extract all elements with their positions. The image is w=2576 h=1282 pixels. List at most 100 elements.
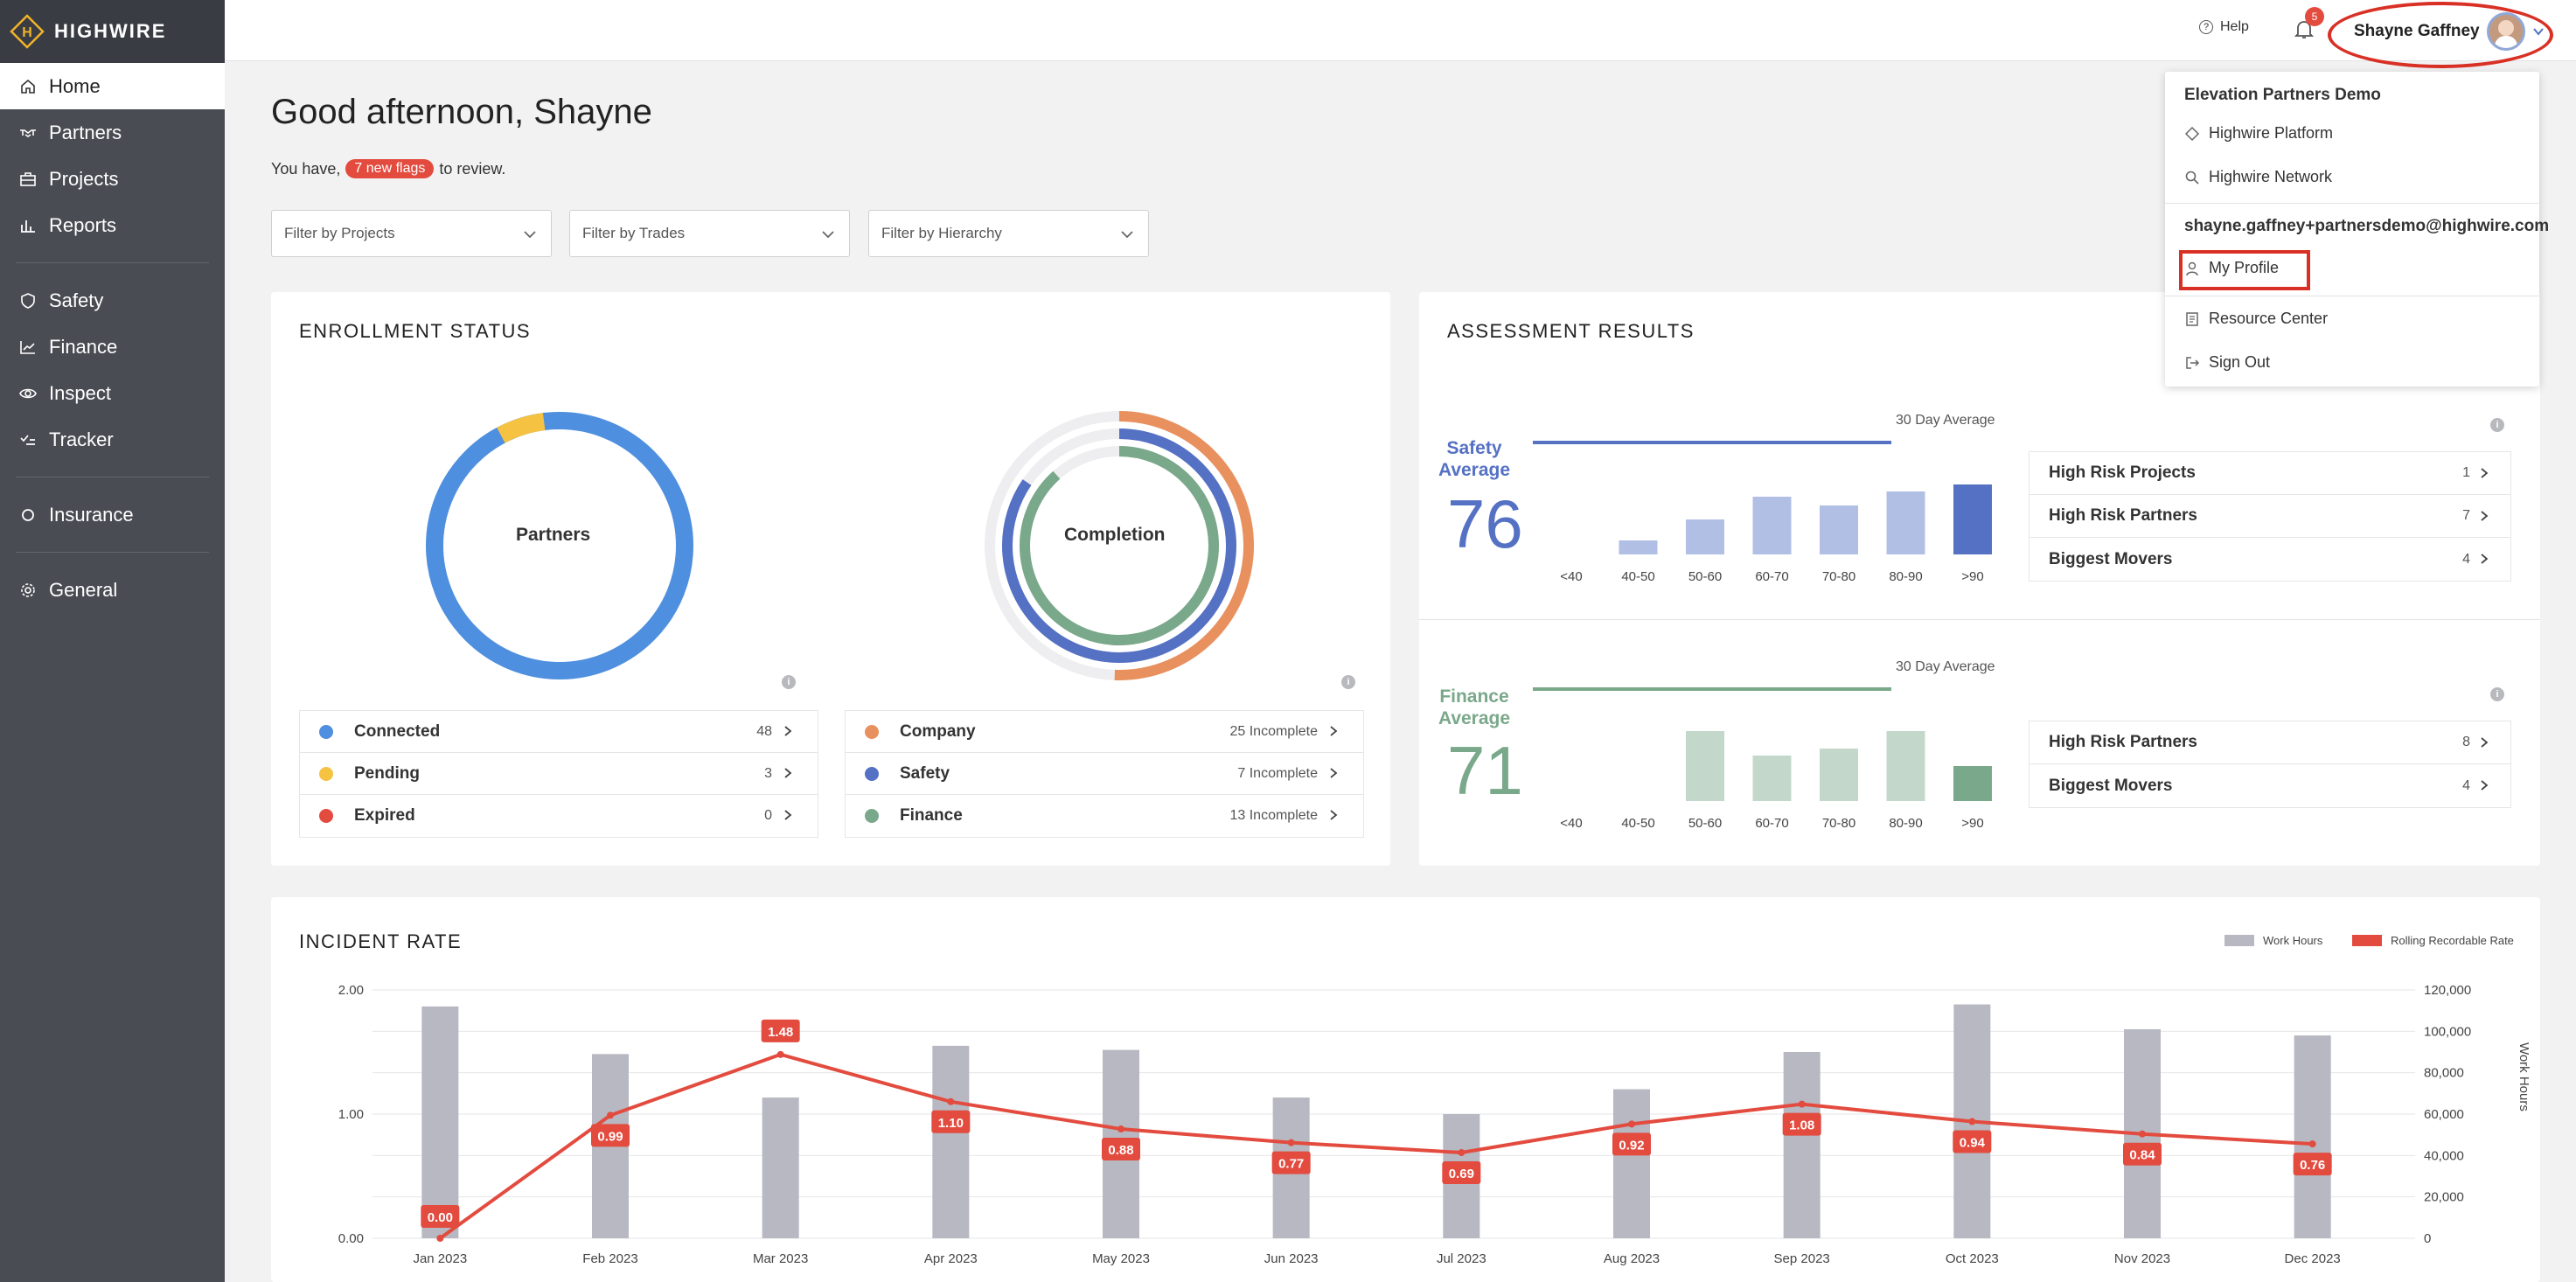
x-tick-label: Apr 2023 — [924, 1251, 978, 1266]
bin-label: 70-80 — [1822, 816, 1855, 831]
info-icon[interactable]: i — [1341, 675, 1355, 689]
sidebar-item-home[interactable]: Home — [0, 63, 225, 109]
menu-item-resource-center[interactable]: Resource Center — [2184, 310, 2328, 328]
histogram-bar[interactable] — [1686, 731, 1724, 801]
sidebar-item-safety[interactable]: Safety — [0, 277, 225, 324]
sidebar-item-label: Insurance — [49, 503, 134, 526]
work-hours-bar[interactable] — [762, 1097, 799, 1238]
info-icon[interactable]: i — [782, 675, 796, 689]
flags-badge[interactable]: 7 new flags — [345, 159, 435, 178]
finance-risk-list: High Risk Partners 8 Biggest Movers 4 — [2029, 721, 2511, 808]
rate-point[interactable] — [1117, 1125, 1124, 1133]
rate-point[interactable] — [1287, 1139, 1295, 1146]
risk-label: Biggest Movers — [2049, 776, 2173, 795]
handshake-icon — [19, 124, 37, 142]
sidebar-item-partners[interactable]: Partners — [0, 109, 225, 156]
legend-row-expired[interactable]: Expired 0 — [300, 795, 818, 837]
histogram-bar[interactable] — [1886, 491, 1925, 554]
help-link[interactable]: ? Help — [2199, 19, 2249, 35]
filter-label: Filter by Projects — [284, 225, 395, 241]
rate-point[interactable] — [1968, 1118, 1976, 1125]
bell-icon[interactable] — [2293, 17, 2315, 42]
menu-item-highwire-platform[interactable]: Highwire Platform — [2184, 124, 2333, 143]
rate-point[interactable] — [436, 1235, 444, 1242]
sidebar-item-general[interactable]: General — [0, 567, 225, 613]
biggest-movers-row[interactable]: Biggest Movers 4 — [2029, 764, 2510, 807]
histogram-bar[interactable] — [1619, 540, 1658, 554]
eye-icon — [19, 385, 37, 402]
briefcase-icon — [19, 171, 37, 188]
high-risk-partners-row[interactable]: High Risk Partners 8 — [2029, 721, 2510, 764]
x-tick-label: Aug 2023 — [1604, 1251, 1660, 1266]
high-risk-projects-row[interactable]: High Risk Projects 1 — [2029, 452, 2510, 495]
histogram-bar[interactable] — [1953, 766, 1992, 801]
legend-work-hours[interactable]: Work Hours — [2224, 934, 2322, 947]
work-hours-bar[interactable] — [1613, 1089, 1650, 1238]
incident-chart: 0.00 1.00 2.00 0 20,000 40,000 60,000 80,000 100… — [338, 983, 2531, 1266]
legend-row-finance[interactable]: Finance 13 Incomplete — [846, 795, 1363, 837]
legend-row-company[interactable]: Company 25 Incomplete — [846, 711, 1363, 753]
sidebar-item-projects[interactable]: Projects — [0, 156, 225, 202]
rate-point[interactable] — [2308, 1140, 2316, 1148]
legend-row-connected[interactable]: Connected 48 — [300, 711, 818, 753]
sidebar-item-insurance[interactable]: Insurance — [0, 491, 225, 538]
x-tick-label: Jan 2023 — [413, 1251, 467, 1266]
legend-dot — [319, 724, 333, 739]
shield-icon — [19, 292, 37, 310]
work-hours-bar[interactable] — [2294, 1035, 2331, 1238]
work-hours-bar[interactable] — [1783, 1052, 1821, 1238]
filter-trades-select[interactable]: Filter by Trades — [569, 210, 850, 257]
menu-item-highwire-network[interactable]: Highwire Network — [2184, 168, 2332, 186]
high-risk-partners-row[interactable]: High Risk Partners 7 — [2029, 495, 2510, 538]
legend-count: 7 Incomplete — [1237, 765, 1318, 781]
filter-label: Filter by Trades — [582, 225, 686, 241]
legend-row-safety[interactable]: Safety 7 Incomplete — [846, 753, 1363, 795]
filter-hierarchy-select[interactable]: Filter by Hierarchy — [868, 210, 1149, 257]
sidebar-item-inspect[interactable]: Inspect — [0, 370, 225, 416]
filter-label: Filter by Hierarchy — [881, 225, 1002, 241]
chevron-right-icon — [2481, 737, 2489, 748]
histogram-bar[interactable] — [1752, 756, 1792, 801]
logo[interactable]: H HIGHWIRE — [0, 0, 225, 63]
biggest-movers-row[interactable]: Biggest Movers 4 — [2029, 538, 2510, 581]
y-tick-right: 40,000 — [2424, 1148, 2464, 1163]
histogram-bar[interactable] — [1820, 749, 1858, 801]
x-tick-label: Mar 2023 — [753, 1251, 808, 1266]
rate-point[interactable] — [1628, 1120, 1635, 1128]
legend-row-pending[interactable]: Pending 3 — [300, 753, 818, 795]
rate-point[interactable] — [1798, 1100, 1806, 1108]
legend-recordable-rate[interactable]: Rolling Recordable Rate — [2352, 934, 2514, 947]
rate-point[interactable] — [607, 1111, 614, 1119]
sidebar-item-finance[interactable]: Finance — [0, 324, 225, 370]
histogram-bar[interactable] — [1886, 731, 1925, 801]
filter-projects-select[interactable]: Filter by Projects — [271, 210, 552, 257]
rate-point[interactable] — [2139, 1130, 2146, 1138]
rate-point[interactable] — [1458, 1149, 1466, 1157]
chevron-down-icon — [524, 231, 536, 239]
incident-rate-card: INCIDENT RATE Work Hours Rolling Recorda… — [271, 897, 2540, 1282]
info-icon[interactable]: i — [2490, 418, 2504, 432]
rate-point[interactable] — [947, 1097, 955, 1105]
menu-item-sign-out[interactable]: Sign Out — [2184, 353, 2270, 372]
menu-item-label: Highwire Platform — [2209, 124, 2334, 142]
bin-label: 80-90 — [1889, 569, 1922, 584]
histogram-bar[interactable] — [1820, 505, 1858, 554]
info-icon[interactable]: i — [2490, 687, 2504, 701]
work-hours-bar[interactable] — [932, 1045, 970, 1238]
divider — [1419, 619, 2540, 620]
sidebar-item-reports[interactable]: Reports — [0, 202, 225, 248]
bin-label: 40-50 — [1621, 816, 1654, 831]
histogram-bar[interactable] — [1953, 484, 1992, 554]
sidebar-item-tracker[interactable]: Tracker — [0, 416, 225, 463]
histogram-bar[interactable] — [1686, 519, 1724, 554]
menu-item-my-profile[interactable]: My Profile — [2184, 259, 2279, 277]
legend-count: 0 — [764, 808, 772, 823]
rate-point[interactable] — [776, 1050, 784, 1058]
legend-swatch — [2352, 935, 2382, 946]
highlight-ring — [2328, 2, 2553, 68]
histogram-bar[interactable] — [1752, 497, 1792, 554]
legend-dot — [865, 766, 879, 781]
work-hours-bar[interactable] — [421, 1006, 459, 1238]
user-email: shayne.gaffney+partnersdemo@highwire.com — [2184, 217, 2550, 235]
umbrella-icon — [19, 506, 37, 524]
